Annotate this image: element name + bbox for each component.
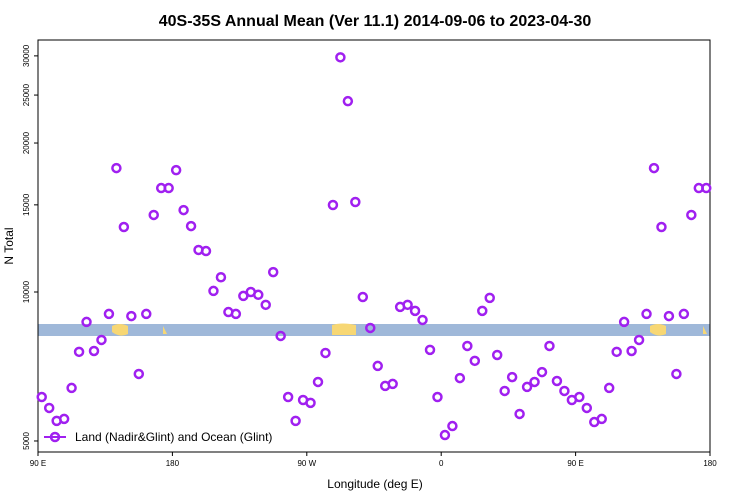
data-point	[469, 355, 481, 367]
data-point	[185, 220, 197, 232]
data-point	[701, 182, 712, 194]
data-point	[678, 308, 690, 320]
y-tick-label: 10000	[22, 280, 31, 303]
x-tick-label: 180	[166, 459, 180, 468]
data-point	[417, 314, 428, 326]
data-point	[327, 199, 339, 211]
data-point	[574, 391, 585, 403]
data-point	[477, 305, 488, 317]
data-point	[618, 316, 630, 328]
data-point	[118, 221, 130, 233]
data-point	[126, 310, 137, 322]
data-point	[402, 299, 413, 311]
data-point	[491, 349, 503, 361]
data-point	[253, 289, 264, 301]
data-point	[320, 347, 331, 359]
y-tick-label: 15000	[22, 193, 31, 216]
data-point	[350, 196, 361, 208]
data-point	[559, 385, 570, 397]
data-point	[462, 340, 473, 352]
y-tick-label: 30000	[22, 44, 31, 67]
data-point	[671, 368, 682, 380]
data-point	[603, 382, 615, 394]
x-tick-label: 180	[703, 459, 717, 468]
data-point	[424, 344, 436, 356]
data-point	[275, 330, 286, 342]
data-point	[447, 420, 458, 432]
legend-label: Land (Nadir&Glint) and Ocean (Glint)	[75, 430, 272, 444]
data-point	[686, 209, 697, 221]
data-point	[208, 285, 219, 297]
data-point	[536, 366, 548, 378]
data-point	[282, 391, 294, 403]
legend-marker	[49, 431, 61, 443]
chart-title: 40S-35S Annual Mean (Ver 11.1) 2014-09-0…	[159, 13, 592, 30]
plot-frame	[37, 39, 711, 453]
data-point	[372, 360, 383, 372]
data-point	[267, 266, 279, 278]
data-point	[544, 340, 555, 352]
data-point	[96, 334, 107, 346]
data-point	[641, 308, 652, 320]
data-point	[178, 204, 189, 216]
data-point	[454, 372, 466, 384]
y-tick-label: 25000	[22, 83, 31, 106]
data-point	[514, 408, 525, 420]
data-point	[141, 308, 152, 320]
y-tick-label: 20000	[22, 131, 31, 154]
data-point	[357, 291, 369, 303]
data-point	[432, 391, 443, 403]
x-tick-label: 90 W	[297, 459, 316, 468]
data-point	[365, 322, 376, 334]
data-point	[305, 397, 316, 409]
data-point	[36, 391, 47, 403]
data-point	[260, 299, 271, 311]
data-point	[103, 308, 115, 320]
y-tick-label: 5000	[22, 432, 31, 450]
data-point	[409, 305, 421, 317]
data-point	[163, 182, 174, 194]
data-point	[633, 334, 645, 346]
data-point	[439, 429, 451, 441]
x-tick-label: 90 E	[567, 459, 583, 468]
data-point	[312, 376, 324, 388]
y-axis-label: N Total	[2, 227, 16, 264]
data-point	[611, 346, 622, 358]
data-point	[81, 316, 92, 328]
x-tick-label: 90 E	[30, 459, 46, 468]
data-point	[663, 310, 675, 322]
data-point	[521, 381, 533, 393]
data-point	[148, 209, 159, 221]
data-point	[230, 308, 242, 320]
data-point	[484, 292, 495, 304]
data-point	[290, 415, 301, 427]
data-point	[656, 221, 667, 233]
x-axis-label: Longitude (deg E)	[327, 477, 422, 491]
data-point	[43, 402, 55, 414]
data-point	[58, 413, 70, 425]
data-point	[170, 164, 182, 176]
data-point	[499, 385, 510, 397]
data-point	[596, 413, 607, 425]
data-point	[551, 375, 563, 387]
data-point	[581, 402, 593, 414]
x-tick-label: 0	[439, 459, 444, 468]
data-point	[342, 95, 354, 107]
data-point	[387, 378, 398, 390]
data-point	[335, 52, 346, 63]
data-point	[215, 272, 227, 283]
data-point	[529, 376, 540, 388]
data-point	[66, 382, 77, 394]
data-point	[506, 371, 518, 383]
data-point	[133, 368, 145, 380]
data-point	[88, 345, 100, 357]
data-point	[200, 245, 212, 257]
data-point	[626, 345, 637, 357]
legend: Land (Nadir&Glint) and Ocean (Glint)	[44, 430, 272, 444]
data-point	[111, 162, 122, 174]
data-point	[73, 346, 85, 358]
data-point	[648, 162, 660, 174]
